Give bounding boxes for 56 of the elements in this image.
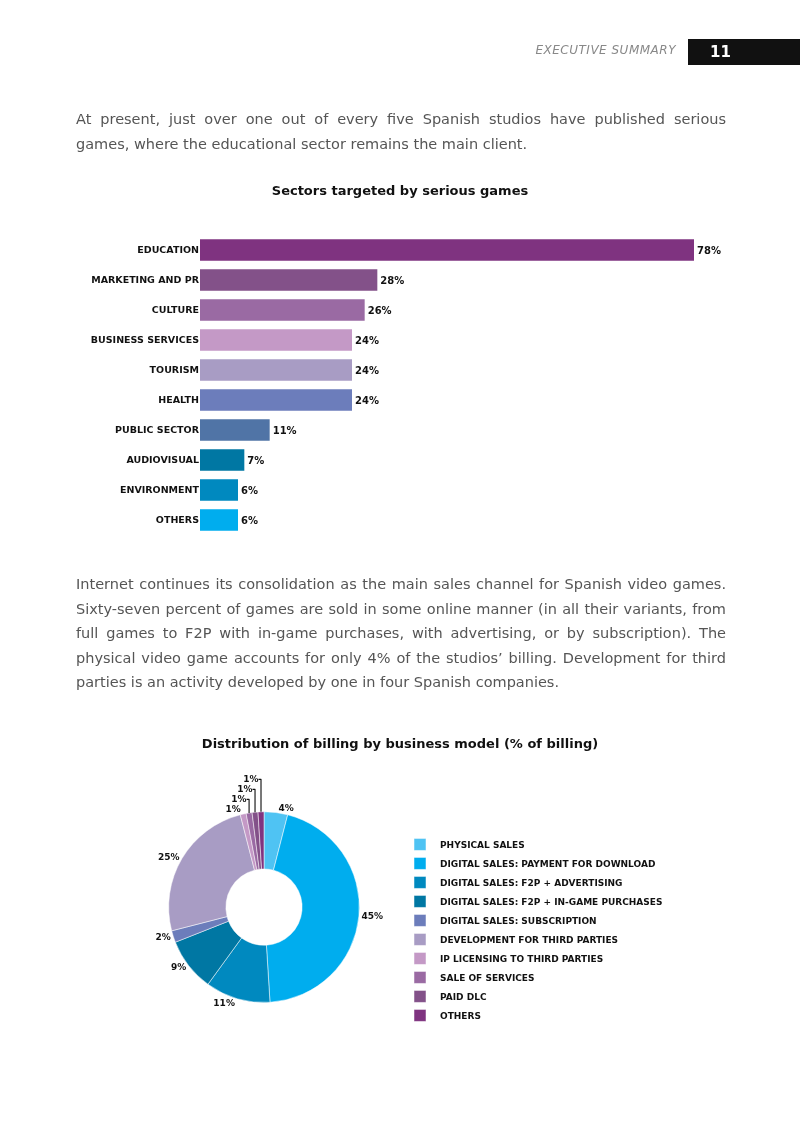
bar — [200, 419, 270, 441]
data-label: 11% — [213, 998, 235, 1009]
text: At present, just over one out of every five Spanish studios have published serious games, where the educational sector remains the main client. — [76, 110, 726, 154]
bar — [200, 449, 245, 471]
bar — [200, 239, 694, 261]
bar — [200, 269, 378, 291]
data-label: 1% — [231, 794, 247, 805]
data-label: 1% — [243, 774, 259, 785]
data-label: 6% — [241, 514, 258, 526]
data-label: 24% — [355, 334, 379, 346]
bar — [200, 389, 352, 411]
y-tick-label: TOURISM — [149, 364, 199, 376]
data-label: 24% — [355, 394, 379, 406]
data-label: 4% — [278, 802, 294, 813]
data-label: 78% — [697, 244, 721, 256]
text: 11 — [688, 39, 800, 65]
legend-label: PAID DLC — [440, 991, 487, 1002]
bar — [200, 359, 352, 381]
bar — [200, 299, 365, 321]
y-tick-label: HEALTH — [158, 394, 200, 406]
legend-label: IP LICENSING TO THIRD PARTIES — [440, 953, 604, 964]
data-label: 6% — [241, 484, 258, 496]
data-label: 26% — [367, 304, 392, 316]
y-tick-label: OTHERS — [155, 514, 200, 526]
data-label: 9% — [170, 962, 187, 973]
data-label: 11% — [272, 424, 297, 436]
y-tick-label: AUDIOVISUAL — [126, 454, 199, 466]
data-label: 2% — [155, 932, 171, 943]
data-label: 24% — [355, 364, 379, 376]
data-label: 1% — [237, 784, 253, 795]
y-tick-label: MARKETING AND PR — [91, 274, 200, 286]
chart-title: Distribution of billing by business model (% of billing) — [201, 736, 599, 752]
chart-title: Sectors targeted by serious games — [271, 183, 529, 199]
text: EXECUTIVE SUMMARY — [534, 43, 676, 57]
data-label: 7% — [247, 454, 265, 466]
legend-label: DEVELOPMENT FOR THIRD PARTIES — [440, 934, 619, 945]
legend-label: PHYSICAL SALES — [440, 839, 525, 850]
y-tick-label: PUBLIC SECTOR — [115, 424, 200, 436]
data-label: 25% — [157, 852, 180, 863]
bar — [200, 329, 352, 351]
y-tick-label: BUSINESS SERVICES — [90, 334, 200, 346]
data-label: 28% — [380, 274, 405, 286]
y-tick-label: EDUCATION — [137, 244, 200, 256]
legend-label: DIGITAL SALES: F2P + ADVERTISING — [440, 877, 623, 888]
legend-label: OTHERS — [440, 1010, 481, 1021]
data-label: 1% — [225, 804, 241, 815]
legend-label: DIGITAL SALES: SUBSCRIPTION — [440, 915, 597, 926]
legend-label: DIGITAL SALES: F2P + IN-GAME PURCHASES — [440, 896, 663, 907]
data-label: 45% — [361, 911, 383, 922]
y-tick-label: ENVIRONMENT — [119, 484, 200, 496]
text: Internet continues its consolidation as the main sales channel for Spanish video games. Sixty-seven percent of games are sold in some online manner (in all their variants, from full games to F2P with in-game purchases, with advertising, or by subscription). The physical video game accounts for only 4% of the studios’ billing. Development for third parties is an activity developed by one in four Spanish companies. — [76, 575, 726, 692]
legend-label: SALE OF SERVICES — [440, 972, 535, 983]
bar — [200, 479, 238, 501]
y-tick-label: CULTURE — [151, 304, 199, 316]
bar — [200, 509, 238, 531]
legend-label: DIGITAL SALES: PAYMENT FOR DOWNLOAD — [440, 858, 656, 869]
